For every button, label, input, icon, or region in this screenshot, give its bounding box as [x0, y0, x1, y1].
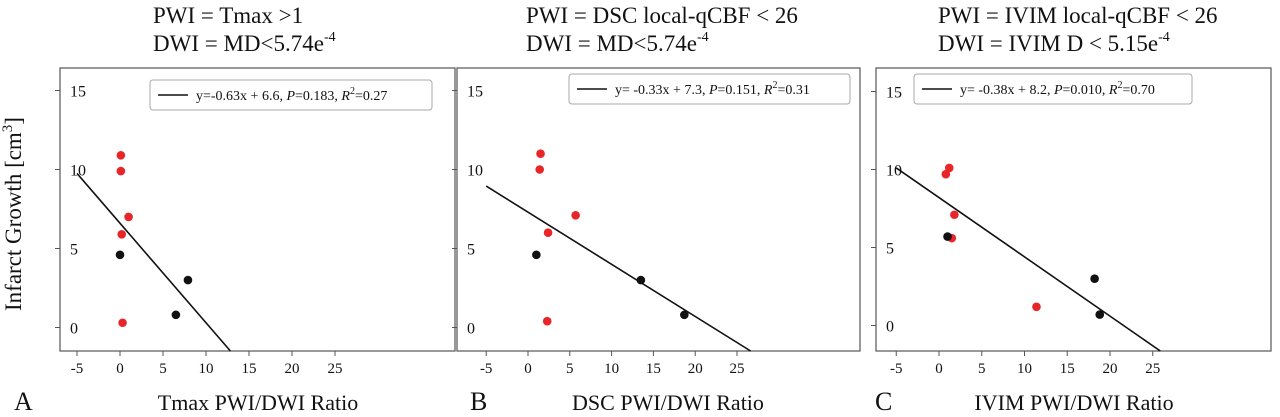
- x-tick-label: 0: [116, 361, 124, 377]
- regression-line: [895, 167, 1161, 352]
- data-point: [1090, 274, 1099, 284]
- legend-equation: y=-0.63x + 6.6, P=0.183, R2=0.27: [196, 86, 387, 104]
- x-tick-label: 20: [285, 361, 300, 377]
- y-tick-label: 15: [70, 84, 86, 101]
- legend-box: [149, 79, 433, 111]
- data-points: [532, 149, 689, 326]
- x-tick-label: 15: [646, 361, 661, 377]
- y-axis-label: Infarct Growth [cm3]: [0, 117, 26, 311]
- x-ticks: -5 0 5 10 15 20 25: [480, 351, 745, 377]
- y-ticks: 0 5 10 15: [55, 84, 86, 338]
- x-axis-label: IVIM PWI/DWI Ratio: [974, 390, 1173, 415]
- y-tick-label: 5: [467, 242, 475, 259]
- data-point: [536, 149, 545, 158]
- panel-b: B PWI = DSC local-qCBF < 26 DWI = MD<5.7…: [452, 3, 861, 416]
- x-tick-label: 10: [199, 361, 214, 377]
- x-tick-label: -5: [71, 361, 84, 377]
- y-tick-label: 0: [886, 319, 894, 336]
- panel-title-line-2: DWI = IVIM D < 5.15e-4: [938, 30, 1170, 56]
- legend-box: [913, 73, 1193, 105]
- data-points: [115, 150, 193, 328]
- y-ticks: 0 5 10 15: [871, 85, 902, 336]
- panel-a: A PWI = Tmax >1 DWI = MD<5.74e-4 Tmax PW…: [14, 3, 456, 416]
- y-tick-label: 5: [70, 242, 78, 259]
- data-point: [542, 316, 552, 326]
- data-point: [941, 169, 951, 179]
- x-tick-label: 0: [935, 361, 943, 377]
- x-tick-label: 25: [1145, 361, 1160, 377]
- x-ticks: -5 0 5 10 15 20 25: [71, 351, 343, 377]
- x-tick-label: -5: [890, 361, 903, 377]
- x-tick-label: 20: [1103, 361, 1118, 377]
- x-tick-label: -5: [480, 361, 493, 377]
- plot-frame: [456, 67, 861, 352]
- regression-line: [485, 185, 752, 352]
- legend-box: [568, 73, 851, 105]
- y-tick-label: 10: [70, 163, 86, 180]
- data-point: [636, 275, 646, 285]
- y-ticks: 0 5 10 15: [452, 84, 483, 338]
- panel-title-line-1: PWI = IVIM local-qCBF < 26: [938, 3, 1218, 28]
- x-tick-label: 15: [242, 361, 257, 377]
- x-tick-label: 10: [604, 361, 619, 377]
- x-tick-label: 25: [328, 361, 343, 377]
- plot-frame: [875, 67, 1272, 352]
- data-point: [1095, 310, 1105, 319]
- data-point: [117, 229, 127, 239]
- y-tick-label: 15: [886, 85, 902, 102]
- data-point: [532, 250, 541, 260]
- data-point: [543, 228, 553, 237]
- x-axis-label: DSC PWI/DWI Ratio: [572, 390, 764, 415]
- data-point: [571, 211, 580, 220]
- panel-letter: C: [875, 387, 892, 416]
- panel-title-line-1: PWI = DSC local-qCBF < 26: [526, 3, 798, 28]
- panel-title-line-2: DWI = MD<5.74e-4: [526, 30, 709, 56]
- panel-title-line-2: DWI = MD<5.74e-4: [153, 30, 336, 56]
- panel-letter: B: [470, 387, 487, 416]
- regression-line: [76, 172, 232, 352]
- y-tick-label: 10: [886, 163, 902, 180]
- legend: y= -0.33x + 7.3, P=0.151, R2=0.31: [568, 73, 851, 105]
- data-point: [116, 166, 126, 176]
- data-point: [124, 212, 133, 222]
- legend-equation: y= -0.38x + 8.2, P=0.010, R2=0.70: [960, 80, 1155, 98]
- x-tick-label: 20: [688, 361, 703, 377]
- x-tick-label: 10: [1017, 361, 1032, 377]
- x-tick-label: 25: [730, 361, 745, 377]
- data-point: [943, 232, 952, 241]
- plot-frame: [59, 67, 456, 352]
- x-tick-label: 5: [566, 361, 574, 377]
- legend-equation: y= -0.33x + 7.3, P=0.151, R2=0.31: [615, 80, 810, 98]
- x-tick-label: 5: [159, 361, 167, 377]
- data-point: [116, 150, 126, 160]
- x-tick-label: 15: [1060, 361, 1075, 377]
- data-point: [535, 165, 545, 174]
- legend: y=-0.63x + 6.6, P=0.183, R2=0.27: [149, 79, 433, 111]
- x-ticks: -5 0 5 10 15 20 25: [890, 351, 1160, 377]
- data-point: [950, 210, 959, 220]
- y-tick-label: 5: [886, 241, 894, 258]
- legend: y= -0.38x + 8.2, P=0.010, R2=0.70: [913, 73, 1193, 105]
- data-point: [1032, 302, 1041, 312]
- data-points: [941, 163, 1105, 319]
- data-point: [118, 318, 127, 328]
- y-tick-label: 0: [467, 321, 475, 338]
- data-point: [171, 310, 181, 320]
- x-tick-label: 0: [524, 361, 532, 377]
- panel-letter: A: [14, 387, 33, 416]
- x-axis-label: Tmax PWI/DWI Ratio: [158, 390, 358, 415]
- panel-c: C PWI = IVIM local-qCBF < 26 DWI = IVIM …: [871, 3, 1272, 416]
- data-point: [183, 275, 193, 285]
- y-tick-label: 10: [467, 163, 483, 180]
- data-point: [680, 310, 689, 320]
- x-tick-label: 5: [978, 361, 986, 377]
- panel-title-line-1: PWI = Tmax >1: [153, 3, 303, 28]
- y-tick-label: 0: [70, 321, 78, 338]
- y-tick-label: 15: [467, 84, 483, 101]
- data-point: [115, 250, 125, 260]
